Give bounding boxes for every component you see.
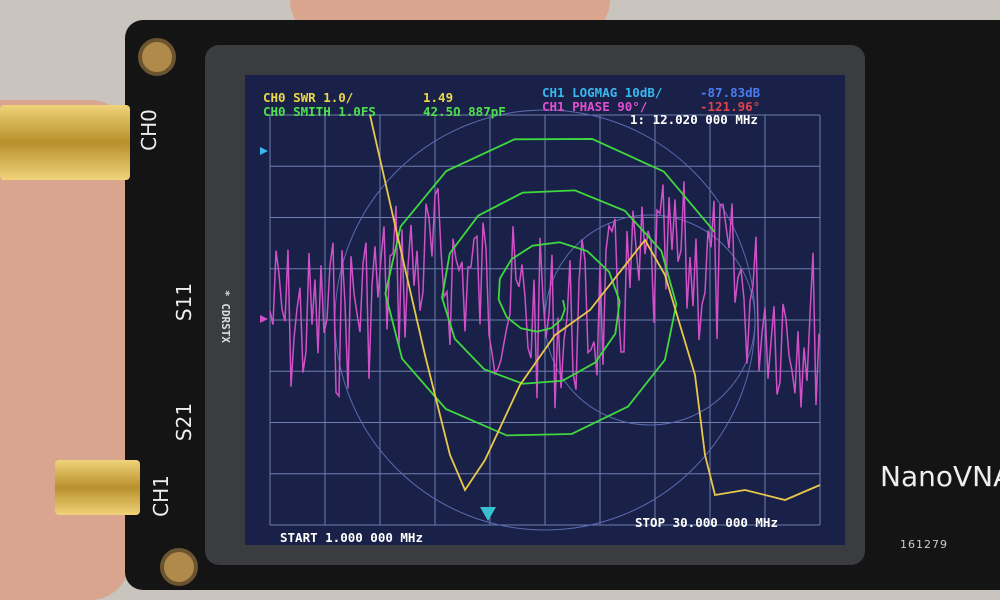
ch1-phase-label: CH1 PHASE 90°/ xyxy=(542,99,648,114)
hand-left xyxy=(0,100,130,600)
plot-area xyxy=(260,109,821,531)
ch1-logmag-label: CH1 LOGMAG 10dB/ xyxy=(542,85,663,100)
s21-label: S21 xyxy=(172,402,197,442)
start-frequency: START 1.000 000 MHz xyxy=(280,530,423,545)
ch1-connector[interactable] xyxy=(55,460,140,515)
ch1-logmag-value: -87.83dB xyxy=(700,85,761,100)
ch0-label: CH0 xyxy=(136,109,161,151)
mount-hole xyxy=(160,548,198,586)
marker-frequency: 1: 12.020 000 MHz xyxy=(630,112,758,127)
brand-logo: NanoVNA xyxy=(880,460,1000,493)
ch0-smith-value: 42.5Ω 887pF xyxy=(423,104,506,119)
phase-trace xyxy=(269,181,820,409)
mount-hole xyxy=(138,38,176,76)
ch1-phase-value: -121.96° xyxy=(700,99,761,114)
side-menu-letters[interactable]: * CDRSTX xyxy=(219,290,232,343)
ch0-swr-value: 1.49 xyxy=(423,90,454,105)
smith-trace xyxy=(384,138,716,437)
serial-number: 161279 xyxy=(900,538,948,551)
marker-1-icon xyxy=(480,507,496,521)
lcd-screen[interactable]: CH0 SWR 1.0/ 1.49 CH0 SMITH 1.0FS 42.5Ω … xyxy=(245,75,845,545)
ch0-connector[interactable] xyxy=(0,105,130,180)
reference-marker-icon xyxy=(260,147,268,155)
s11-label: S11 xyxy=(172,282,197,322)
reference-marker-icon xyxy=(260,315,268,323)
ch0-smith-label: CH0 SMITH 1.0FS xyxy=(263,104,376,119)
swr-trace xyxy=(369,114,821,501)
stop-frequency: STOP 30.000 000 MHz xyxy=(635,515,778,530)
ch1-label: CH1 xyxy=(148,475,173,517)
ch0-swr-label: CH0 SWR 1.0/ xyxy=(263,90,354,105)
